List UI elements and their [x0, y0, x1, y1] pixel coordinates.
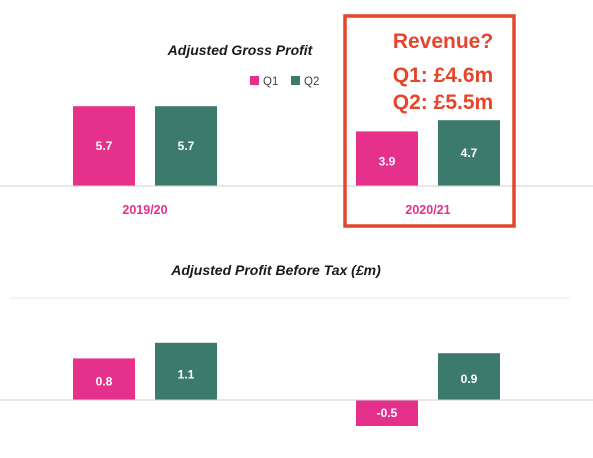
callout-q1-revenue: Q1: £4.6m: [393, 64, 493, 87]
gross-profit-bars: 5.7 3.9 5.7 4.7: [73, 106, 500, 186]
profit-before-tax-value-label-q2-1: 0.9: [461, 372, 478, 386]
profit-before-tax-bar-q2-0: [155, 342, 217, 400]
profit-before-tax-chart: Adjusted Profit Before Tax (£m) 0.8 -0.5 1…: [0, 262, 593, 426]
legend: Q1 Q2: [250, 76, 319, 88]
callout-box: [343, 14, 516, 228]
gross-profit-title: Adjusted Gross Profit: [167, 42, 314, 58]
gross-profit-value-label-q1-0: 5.7: [96, 139, 113, 153]
gross-profit-value-label-q1-1: 3.9: [379, 154, 396, 168]
category-label-2019-20: 2019/20: [122, 203, 167, 217]
profit-before-tax-title: Adjusted Profit Before Tax (£m): [170, 262, 381, 278]
callout-question: Revenue?: [393, 30, 493, 53]
gross-profit-bar-q1-0: [73, 106, 135, 186]
gross-profit-bar-q1-1: [356, 131, 418, 186]
gross-profit-chart: Adjusted Gross Profit Q1 Q2 5.7 3.9 5.7 4.7…: [0, 42, 593, 217]
legend-swatch-q1: [250, 76, 259, 85]
callout-q2-revenue: Q2: £5.5m: [393, 91, 493, 114]
category-label-2020-21: 2020/21: [405, 203, 450, 217]
profit-before-tax-bars: 0.8 -0.5 1.1 0.9: [73, 342, 500, 426]
profit-before-tax-bar-q2-1: [438, 353, 500, 400]
gross-profit-bar-q2-0: [155, 106, 217, 186]
profit-before-tax-bar-q1-1: [356, 400, 418, 426]
profit-before-tax-value-label-q2-0: 1.1: [178, 367, 195, 381]
gross-profit-value-label-q2-0: 5.7: [178, 139, 195, 153]
revenue-callout: Revenue? Q1: £4.6m Q2: £5.5m: [343, 14, 516, 228]
legend-label-q1: Q1: [263, 76, 278, 88]
legend-swatch-q2: [291, 76, 300, 85]
gross-profit-bar-q2-1: [438, 120, 500, 186]
profit-before-tax-bar-q1-0: [73, 358, 135, 400]
legend-label-q2: Q2: [304, 76, 319, 88]
profit-before-tax-value-label-q1-1: -0.5: [377, 406, 398, 420]
profit-before-tax-value-label-q1-0: 0.8: [96, 374, 113, 388]
gross-profit-value-label-q2-1: 4.7: [461, 146, 478, 160]
